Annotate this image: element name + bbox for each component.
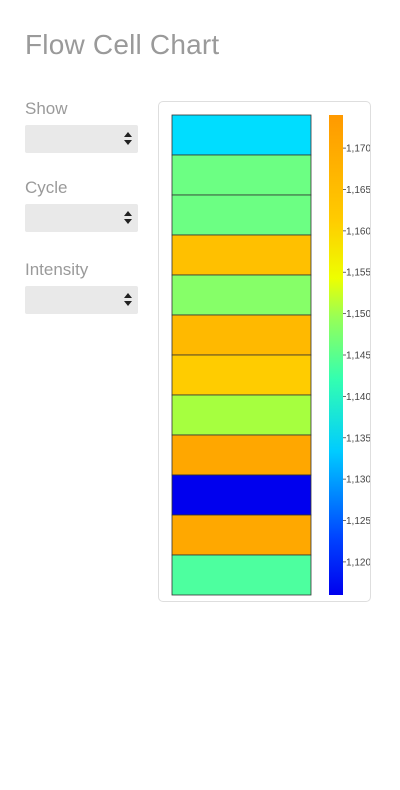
colorbar xyxy=(329,115,343,595)
chart-panel: 1,120 1,125 1,130 1,135 1,140 1,145 1,150 1,155… xyxy=(158,101,371,602)
heatmap-cell xyxy=(171,194,312,236)
heatmap-cell xyxy=(171,554,312,596)
colorbar-tick-label: 1,130 xyxy=(346,475,370,486)
heatmap-cell xyxy=(171,474,312,516)
colorbar-tick-label: 1,155 xyxy=(346,268,370,279)
colorbar-tick-label: 1,125 xyxy=(346,516,370,527)
show-label: Show xyxy=(25,99,68,118)
page-title: Flow Cell Chart xyxy=(25,29,220,60)
heatmap-cell xyxy=(171,514,312,556)
heatmap-cell xyxy=(171,154,312,196)
heatmap-cell xyxy=(171,354,312,396)
select-arrows-icon xyxy=(124,211,132,225)
colorbar-tick-label: 1,140 xyxy=(346,392,370,403)
cycle-label: Cycle xyxy=(25,178,68,197)
intensity-label: Intensity xyxy=(25,260,89,279)
heatmap-cell xyxy=(171,434,312,476)
colorbar-tick-label: 1,170 xyxy=(346,144,370,155)
heatmap-cell xyxy=(171,234,312,276)
heatmap-cell xyxy=(171,394,312,436)
heatmap-cell xyxy=(171,274,312,316)
colorbar-tick-label: 1,160 xyxy=(346,226,370,237)
colorbar-tick-label: 1,120 xyxy=(346,557,370,568)
colorbar-tick-label: 1,135 xyxy=(346,433,370,444)
cycle-select[interactable] xyxy=(25,204,138,232)
colorbar-tick-label: 1,145 xyxy=(346,351,370,362)
heatmap-cell xyxy=(171,114,312,156)
select-arrows-icon xyxy=(124,293,132,307)
heatmap-cell xyxy=(171,314,312,356)
colorbar-tick-label: 1,165 xyxy=(346,185,370,196)
select-arrows-icon xyxy=(124,132,132,146)
show-select[interactable] xyxy=(25,125,138,153)
colorbar-tick-label: 1,150 xyxy=(346,309,370,320)
intensity-select[interactable] xyxy=(25,286,138,314)
flow-cell-heatmap-chart: 1,120 1,125 1,130 1,135 1,140 1,145 1,150 1,155… xyxy=(171,114,371,596)
